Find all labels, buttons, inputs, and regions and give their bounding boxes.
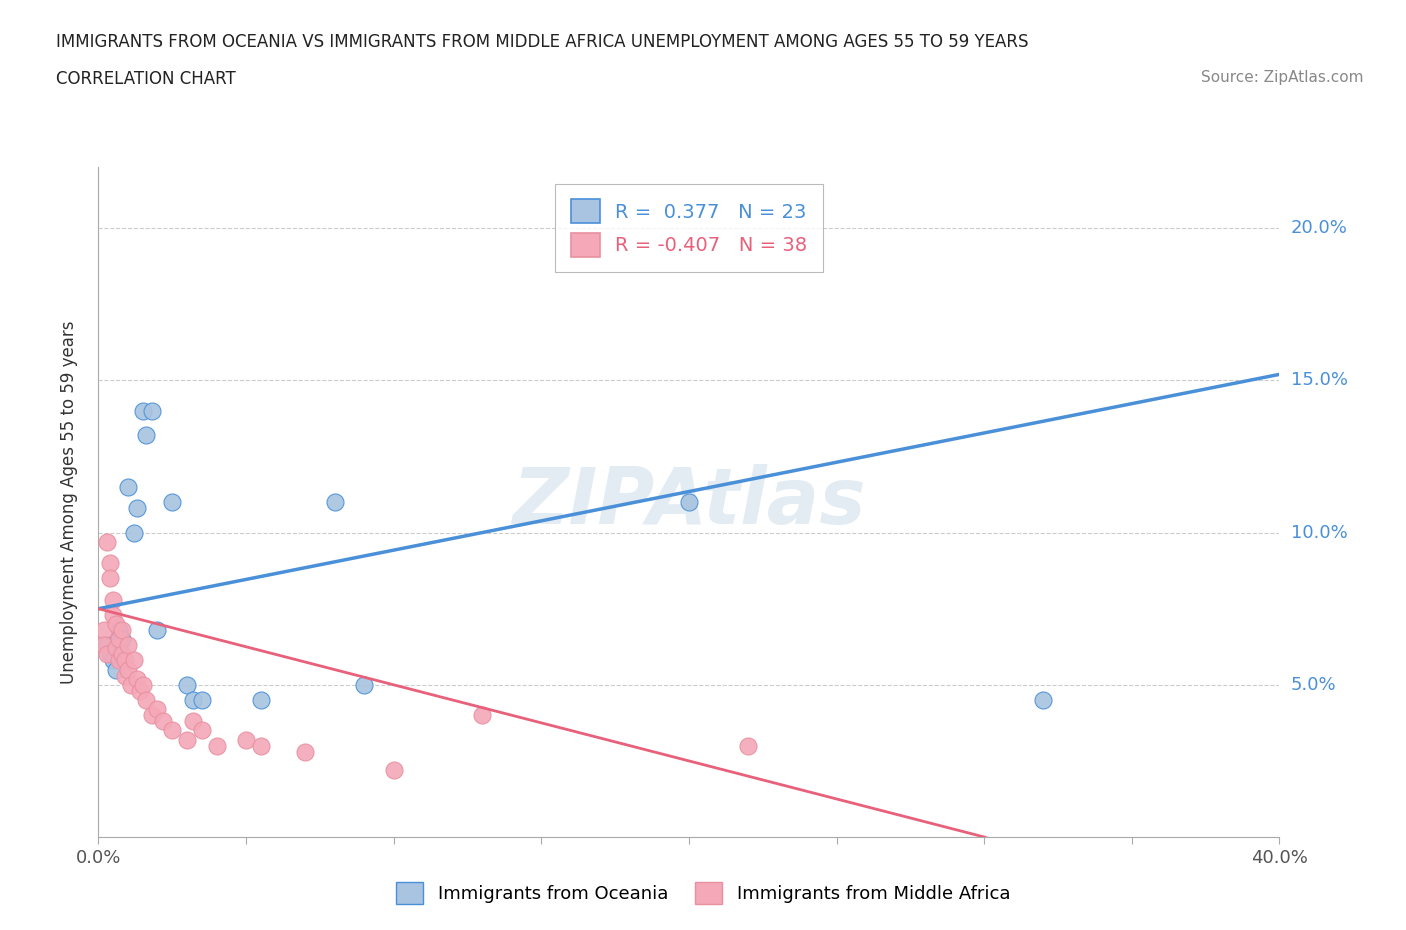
Point — [191, 723, 214, 737]
Text: CORRELATION CHART: CORRELATION CHART — [56, 70, 236, 87]
Point — [128, 684, 150, 698]
Legend: Immigrants from Oceania, Immigrants from Middle Africa: Immigrants from Oceania, Immigrants from… — [389, 875, 1017, 911]
Point — [108, 653, 131, 668]
Point — [114, 653, 136, 668]
Point — [737, 738, 759, 753]
Point — [471, 708, 494, 723]
Point — [117, 662, 139, 677]
Point — [323, 495, 346, 510]
Text: ZIPAtlas: ZIPAtlas — [512, 464, 866, 540]
Text: IMMIGRANTS FROM OCEANIA VS IMMIGRANTS FROM MIDDLE AFRICA UNEMPLOYMENT AMONG AGES: IMMIGRANTS FROM OCEANIA VS IMMIGRANTS FR… — [56, 33, 1029, 50]
Point — [678, 495, 700, 510]
Legend: R =  0.377   N = 23, R = -0.407   N = 38: R = 0.377 N = 23, R = -0.407 N = 38 — [555, 184, 823, 272]
Point — [108, 641, 131, 656]
Point — [117, 638, 139, 653]
Point — [93, 622, 115, 637]
Point — [105, 617, 128, 631]
Point — [141, 708, 163, 723]
Point — [103, 592, 125, 607]
Y-axis label: Unemployment Among Ages 55 to 59 years: Unemployment Among Ages 55 to 59 years — [59, 321, 77, 684]
Point — [105, 662, 128, 677]
Point — [152, 714, 174, 729]
Point — [114, 669, 136, 684]
Point — [205, 738, 228, 753]
Point — [111, 647, 134, 662]
Text: 15.0%: 15.0% — [1291, 371, 1347, 390]
Point — [1032, 693, 1054, 708]
Point — [111, 631, 134, 646]
Point — [120, 677, 142, 692]
Point — [105, 641, 128, 656]
Point — [176, 677, 198, 692]
Point — [96, 535, 118, 550]
Point — [98, 571, 121, 586]
Point — [181, 714, 204, 729]
Point — [294, 744, 316, 759]
Point — [353, 677, 375, 692]
Text: Source: ZipAtlas.com: Source: ZipAtlas.com — [1201, 70, 1364, 85]
Point — [111, 622, 134, 637]
Point — [135, 428, 157, 443]
Point — [382, 763, 405, 777]
Point — [98, 647, 121, 662]
Point — [125, 671, 148, 686]
Point — [108, 631, 131, 646]
Point — [103, 607, 125, 622]
Point — [132, 677, 155, 692]
Text: 5.0%: 5.0% — [1291, 676, 1336, 694]
Text: 20.0%: 20.0% — [1291, 219, 1347, 237]
Text: 10.0%: 10.0% — [1291, 524, 1347, 541]
Point — [96, 647, 118, 662]
Point — [146, 622, 169, 637]
Point — [181, 693, 204, 708]
Point — [146, 702, 169, 717]
Point — [162, 495, 183, 510]
Point — [162, 723, 183, 737]
Point — [132, 404, 155, 418]
Point — [108, 622, 131, 637]
Point — [93, 638, 115, 653]
Point — [117, 480, 139, 495]
Point — [135, 693, 157, 708]
Point — [125, 501, 148, 516]
Point — [176, 732, 198, 747]
Point — [122, 653, 145, 668]
Point — [235, 732, 257, 747]
Point — [250, 693, 273, 708]
Point — [141, 404, 163, 418]
Point — [98, 555, 121, 570]
Point — [96, 638, 118, 653]
Point — [191, 693, 214, 708]
Point — [122, 525, 145, 540]
Point — [250, 738, 273, 753]
Point — [103, 653, 125, 668]
